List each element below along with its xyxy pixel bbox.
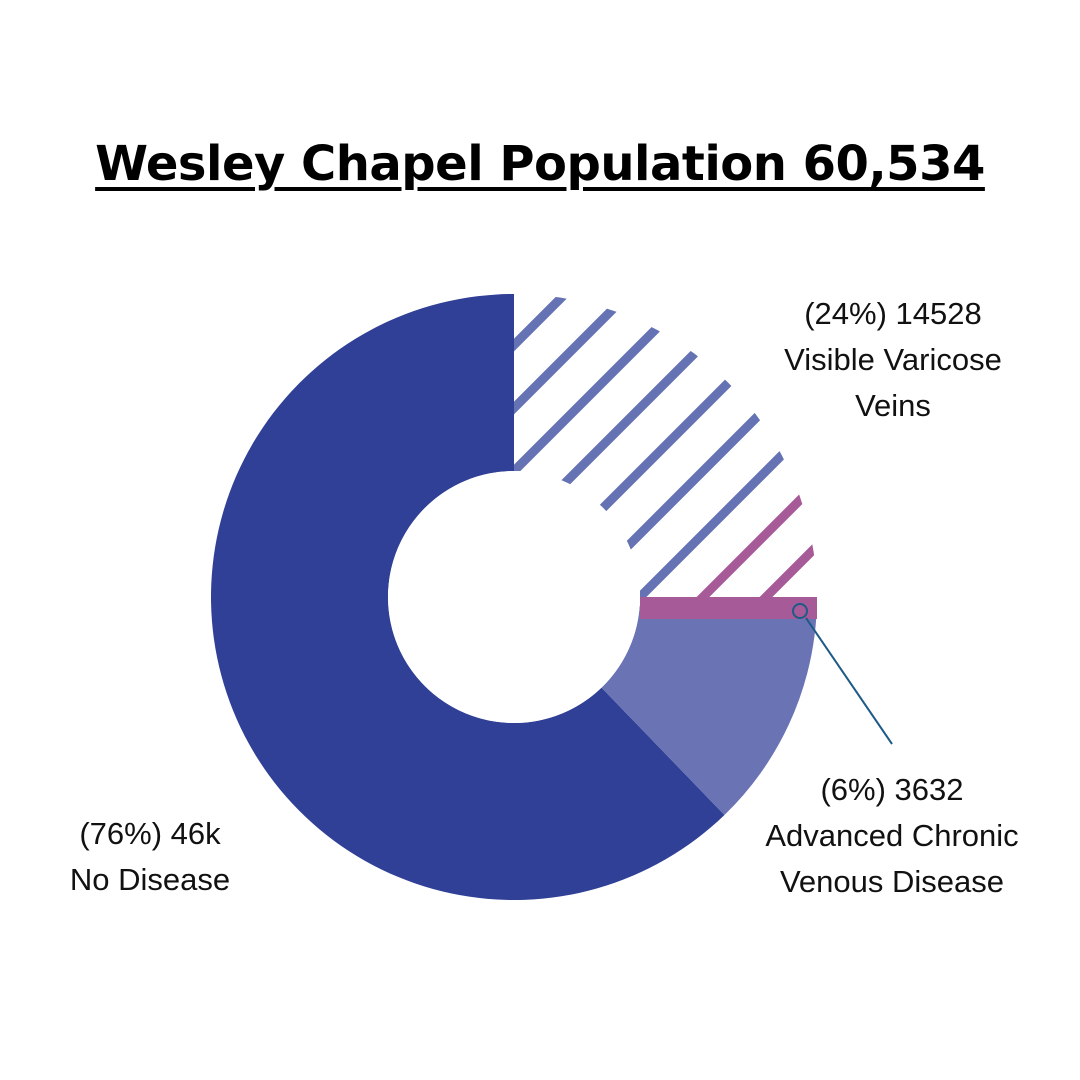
- label-no-disease: (76%) 46k No Disease: [30, 811, 270, 903]
- label-no-disease-value: (76%) 46k: [79, 816, 221, 851]
- leader-line-advanced-cvd: [805, 617, 893, 745]
- label-advanced-cvd-name-2: Venous Disease: [779, 864, 1005, 899]
- hatch-stripe: [739, 294, 817, 597]
- slice-advanced-cvd: [601, 605, 817, 815]
- hatch-stripe: [676, 294, 817, 597]
- hatch-stripe: [1058, 260, 1080, 620]
- hatch-stripe: [514, 294, 603, 597]
- label-visible-varicose-veins: (24%) 14528 Visible Varicose Veins: [743, 291, 1043, 429]
- label-advanced-cvd-value: (6%) 3632: [820, 772, 964, 807]
- donut-hole: [388, 471, 640, 723]
- label-visible-varicose-veins-name-2: Veins: [855, 388, 931, 423]
- label-visible-varicose-veins-name-1: Visible Varicose: [784, 342, 1002, 377]
- slice-advanced-cvd-highlight: [640, 597, 817, 619]
- label-visible-varicose-veins-value: (24%) 14528: [804, 296, 982, 331]
- leader-marker-advanced-cvd: [792, 603, 808, 619]
- slice-no-disease: [211, 294, 725, 901]
- hatch-stripe: [514, 294, 666, 597]
- label-advanced-cvd-name-1: Advanced Chronic: [765, 818, 1019, 853]
- label-no-disease-name: No Disease: [69, 862, 231, 897]
- chart-title: Wesley Chapel Population 60,534: [95, 136, 985, 192]
- label-advanced-cvd: (6%) 3632 Advanced Chronic Venous Diseas…: [742, 767, 1042, 905]
